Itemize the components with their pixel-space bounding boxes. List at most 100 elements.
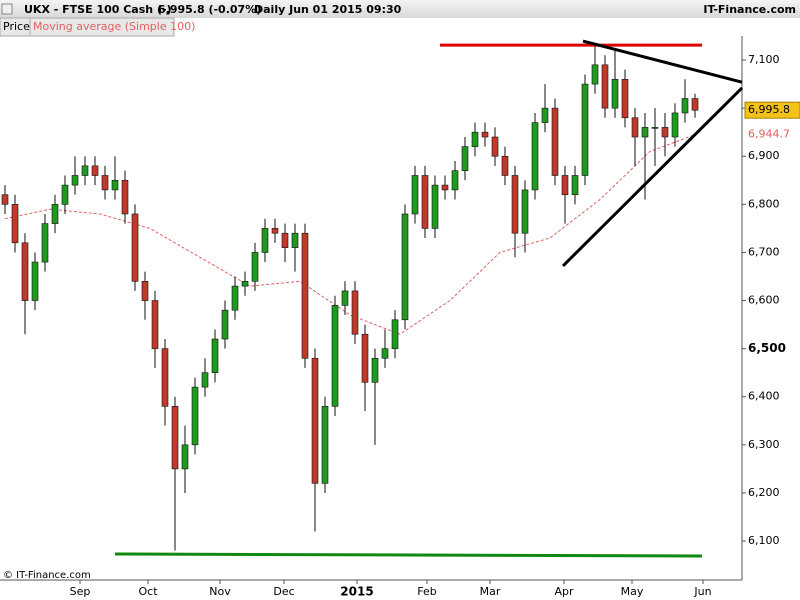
price-label: 6,995.8: [748, 103, 790, 116]
x-tick-label: Jun: [693, 585, 711, 598]
candle-body: [541, 107, 549, 123]
legend-bar: [0, 17, 175, 37]
candle-body: [601, 64, 609, 109]
candle-body: [11, 204, 19, 244]
x-tick-label: Mar: [480, 585, 501, 598]
candle-body: [161, 348, 169, 407]
candle-body: [51, 204, 59, 224]
ma-label: 6,944.7: [748, 128, 790, 141]
candle-body: [641, 127, 649, 138]
candle-body: [401, 213, 409, 321]
candle-body: [41, 223, 49, 263]
candle-body: [371, 357, 379, 383]
candle-body: [411, 175, 419, 215]
y-tick-label: 6,900: [748, 149, 780, 162]
x-tick-label: Nov: [209, 585, 231, 598]
y-tick-label: 7,100: [748, 53, 780, 66]
candle-body: [311, 357, 319, 484]
trend-line: [561, 86, 744, 267]
candle-body: [31, 261, 39, 301]
candle-body: [291, 232, 299, 248]
candle-body: [301, 232, 309, 359]
symbol: UKX - FTSE 100 Cash (-): [24, 3, 172, 16]
candle-body: [671, 112, 679, 138]
candle-body: [111, 179, 119, 191]
candle-body: [171, 406, 179, 470]
candle-body: [651, 127, 659, 129]
y-tick-label: 6,600: [748, 294, 780, 307]
y-tick-label: 6,100: [748, 534, 780, 547]
y-tick-label: 6,700: [748, 245, 780, 258]
candle-body: [521, 189, 529, 234]
candle-body: [341, 290, 349, 306]
candle-body: [1, 194, 9, 205]
candle-body: [151, 300, 159, 349]
candle-body: [261, 228, 269, 253]
candle-body: [501, 155, 509, 176]
period: Daily Jun 01 2015 09:30: [254, 3, 402, 16]
y-tick-label: 6,200: [748, 486, 780, 499]
footer: © IT-Finance.com: [3, 570, 91, 581]
candle-body: [131, 213, 139, 282]
candle-body: [421, 175, 429, 229]
trend-line: [582, 39, 743, 84]
y-tick-label: 6,500: [748, 341, 786, 355]
x-tick-label: Sep: [70, 585, 91, 598]
quote: 6,995.8 (-0.07%): [158, 3, 261, 16]
candle-body: [331, 305, 339, 407]
candle-body: [191, 386, 199, 446]
candle-body: [231, 285, 239, 311]
candle-body: [381, 348, 389, 359]
y-tick-label: 6,400: [748, 390, 780, 403]
candle-body: [531, 122, 539, 191]
candle-body: [621, 78, 629, 119]
candle-body: [141, 281, 149, 301]
x-tick-label: Feb: [417, 585, 436, 598]
candle-body: [441, 184, 449, 191]
candle-body: [391, 319, 399, 349]
candle-body: [431, 184, 439, 229]
tab-indicator[interactable]: Moving average (Simple 100): [33, 20, 195, 33]
candle-body: [81, 165, 89, 176]
candle-body: [461, 146, 469, 171]
candle-body: [591, 64, 599, 85]
candle-body: [251, 252, 259, 282]
candle-body: [631, 117, 639, 138]
header-bar: [0, 0, 800, 18]
candle-body: [181, 444, 189, 470]
candle-body: [571, 175, 579, 196]
candle-body: [511, 175, 519, 234]
x-tick-label: Dec: [273, 585, 294, 598]
candle-body: [451, 170, 459, 191]
y-tick-label: 6,300: [748, 438, 780, 451]
x-tick-label: May: [621, 585, 644, 598]
candle-body: [661, 127, 669, 138]
moving-average: [4, 134, 696, 335]
menu-icon[interactable]: [1, 3, 13, 15]
price-box: [744, 101, 800, 119]
candle-body: [201, 372, 209, 388]
tab-price[interactable]: Price: [3, 20, 30, 33]
candle-body: [121, 179, 129, 215]
x-tick-label: 2015: [340, 585, 373, 599]
candle-body: [361, 333, 369, 383]
candle-body: [481, 131, 489, 138]
candle-body: [611, 78, 619, 109]
candle-body: [551, 107, 559, 176]
candle-body: [21, 242, 29, 301]
y-tick-label: 6,800: [748, 197, 780, 210]
candle-body: [71, 175, 79, 186]
x-tick-label: Apr: [554, 585, 574, 598]
candle-body: [561, 175, 569, 196]
candle-body: [221, 309, 229, 340]
trend-line: [114, 552, 703, 558]
candle-body: [491, 136, 499, 157]
candle-body: [281, 232, 289, 248]
candle-body: [61, 184, 69, 205]
candle-body: [471, 131, 479, 147]
candle-body: [351, 290, 359, 335]
candle-body: [271, 228, 279, 234]
candle-body: [321, 406, 329, 484]
candle-body: [91, 165, 99, 176]
